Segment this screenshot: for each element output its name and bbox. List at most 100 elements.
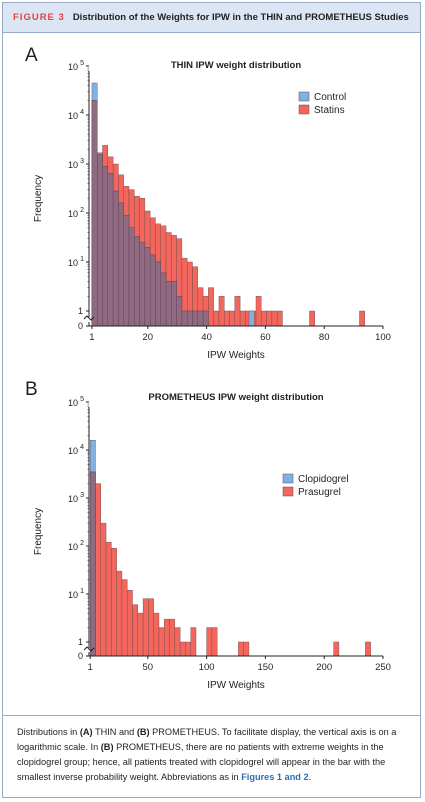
x-tick-label: 1 bbox=[89, 332, 94, 343]
y-tick-exponent: 3 bbox=[80, 492, 84, 499]
y-tick-label: 10 bbox=[68, 446, 78, 456]
bar-overlap bbox=[134, 236, 140, 327]
y-tick-label: 0 bbox=[78, 321, 83, 331]
bar-statins bbox=[309, 310, 315, 327]
bar-statins bbox=[271, 310, 278, 327]
bar-prasugrel bbox=[211, 627, 218, 657]
x-tick-label: 150 bbox=[257, 662, 273, 673]
bar-overlap bbox=[155, 261, 161, 327]
legend-swatch bbox=[298, 104, 310, 115]
bar-overlap bbox=[102, 166, 109, 327]
caption-b-tag: (B) bbox=[136, 727, 150, 737]
bar-overlap bbox=[176, 296, 183, 327]
bar-prasugrel bbox=[111, 547, 117, 657]
bar-prasugrel bbox=[137, 612, 144, 657]
y-tick-exponent: 5 bbox=[80, 396, 84, 403]
bar-overlap bbox=[91, 100, 98, 327]
y-tick-label: 0 bbox=[78, 651, 83, 661]
legend-label: Control bbox=[314, 92, 346, 103]
y-tick-exponent: 1 bbox=[80, 256, 84, 263]
bar-statins bbox=[276, 310, 283, 327]
x-tick-label: 50 bbox=[143, 662, 154, 673]
bar-statins bbox=[229, 310, 236, 327]
x-tick-label: 100 bbox=[375, 332, 391, 343]
caption-figures-link[interactable]: Figures 1 and 2 bbox=[241, 772, 309, 782]
bar-prasugrel bbox=[238, 641, 244, 657]
y-axis-label: Frequency bbox=[33, 175, 44, 222]
bar-overlap bbox=[112, 190, 119, 327]
bar-prasugrel bbox=[127, 589, 133, 657]
panel-a: A THIN IPW weight distribution 0 1 10 1 10 2 10… bbox=[3, 41, 420, 381]
bar-statins bbox=[224, 310, 230, 327]
figure-frame: FIGURE 3 Distribution of the Weights for… bbox=[2, 2, 421, 798]
bar-overlap bbox=[149, 254, 156, 327]
y-tick-label: 10 bbox=[68, 542, 78, 552]
caption-text-2: THIN and bbox=[92, 727, 137, 737]
legend-label: Prasugrel bbox=[298, 487, 341, 498]
bar-prasugrel bbox=[365, 641, 371, 657]
y-tick-label: 10 bbox=[68, 111, 78, 121]
bar-prasugrel bbox=[121, 579, 128, 657]
y-tick-label: 10 bbox=[68, 209, 78, 219]
figure-caption: Distributions in (A) THIN and (B) PROMET… bbox=[3, 715, 420, 797]
caption-b-tag-2: (B) bbox=[100, 742, 114, 752]
chart-title: THIN IPW weight distribution bbox=[171, 60, 302, 71]
bar-prasugrel bbox=[100, 522, 107, 657]
y-tick-exponent: 2 bbox=[80, 540, 84, 547]
bar-prasugrel bbox=[158, 627, 165, 657]
bar-control bbox=[248, 310, 255, 327]
caption-a-tag: (A) bbox=[79, 727, 93, 737]
bar-statins bbox=[255, 296, 262, 327]
bar-overlap bbox=[97, 153, 103, 327]
bar-overlap bbox=[165, 281, 172, 327]
bar-prasugrel bbox=[116, 570, 123, 657]
x-tick-label: 1 bbox=[88, 662, 93, 673]
caption-text-3: PROMETHEUS. To facilitate display, the v… bbox=[17, 727, 397, 752]
bar-prasugrel bbox=[169, 618, 176, 657]
bar-statins bbox=[208, 287, 214, 327]
bar-prasugrel bbox=[185, 641, 191, 657]
legend-swatch bbox=[282, 486, 294, 497]
y-tick-label: 10 bbox=[68, 258, 78, 268]
y-tick-label: 10 bbox=[68, 494, 78, 504]
bar-overlap bbox=[123, 215, 130, 327]
y-tick-exponent: 5 bbox=[80, 60, 84, 67]
bar-overlap bbox=[139, 242, 146, 327]
x-tick-label: 100 bbox=[199, 662, 215, 673]
caption-text-1: Distributions in bbox=[17, 727, 80, 737]
bar-prasugrel bbox=[105, 541, 112, 657]
caption-text-5: . bbox=[308, 772, 312, 782]
x-tick-label: 40 bbox=[201, 332, 212, 343]
y-tick-exponent: 1 bbox=[80, 588, 84, 595]
bar-prasugrel bbox=[142, 598, 149, 657]
y-tick-label: 10 bbox=[68, 160, 78, 170]
bar-prasugrel bbox=[179, 641, 186, 657]
bar-overlap bbox=[118, 202, 124, 327]
legend-label: Clopidogrel bbox=[298, 474, 349, 485]
bar-overlap bbox=[181, 310, 188, 327]
bar-prasugrel bbox=[153, 612, 160, 657]
bar-overlap bbox=[128, 227, 135, 327]
y-tick-label: 10 bbox=[68, 590, 78, 600]
panel-a-letter: A bbox=[25, 45, 38, 66]
x-tick-label: 200 bbox=[316, 662, 332, 673]
panel-b-letter: B bbox=[25, 379, 38, 400]
bar-prasugrel bbox=[95, 483, 101, 657]
bar-statins bbox=[261, 310, 267, 327]
bar-statins bbox=[234, 296, 241, 327]
bar-prasugrel bbox=[243, 641, 250, 657]
x-axis-label: IPW Weights bbox=[207, 680, 265, 691]
legend-swatch bbox=[282, 473, 294, 484]
x-axis-label: IPW Weights bbox=[207, 350, 265, 361]
bar-statins bbox=[213, 310, 220, 327]
legend-label: Statins bbox=[314, 105, 345, 116]
y-tick-label: 10 bbox=[68, 398, 78, 408]
y-tick-exponent: 2 bbox=[80, 207, 84, 214]
y-tick-label: 10 bbox=[68, 62, 78, 72]
bar-overlap bbox=[89, 471, 96, 657]
axis-break-mark bbox=[83, 646, 95, 652]
bar-overlap bbox=[171, 281, 177, 327]
bar-overlap bbox=[192, 310, 198, 327]
bar-overlap bbox=[202, 310, 209, 327]
